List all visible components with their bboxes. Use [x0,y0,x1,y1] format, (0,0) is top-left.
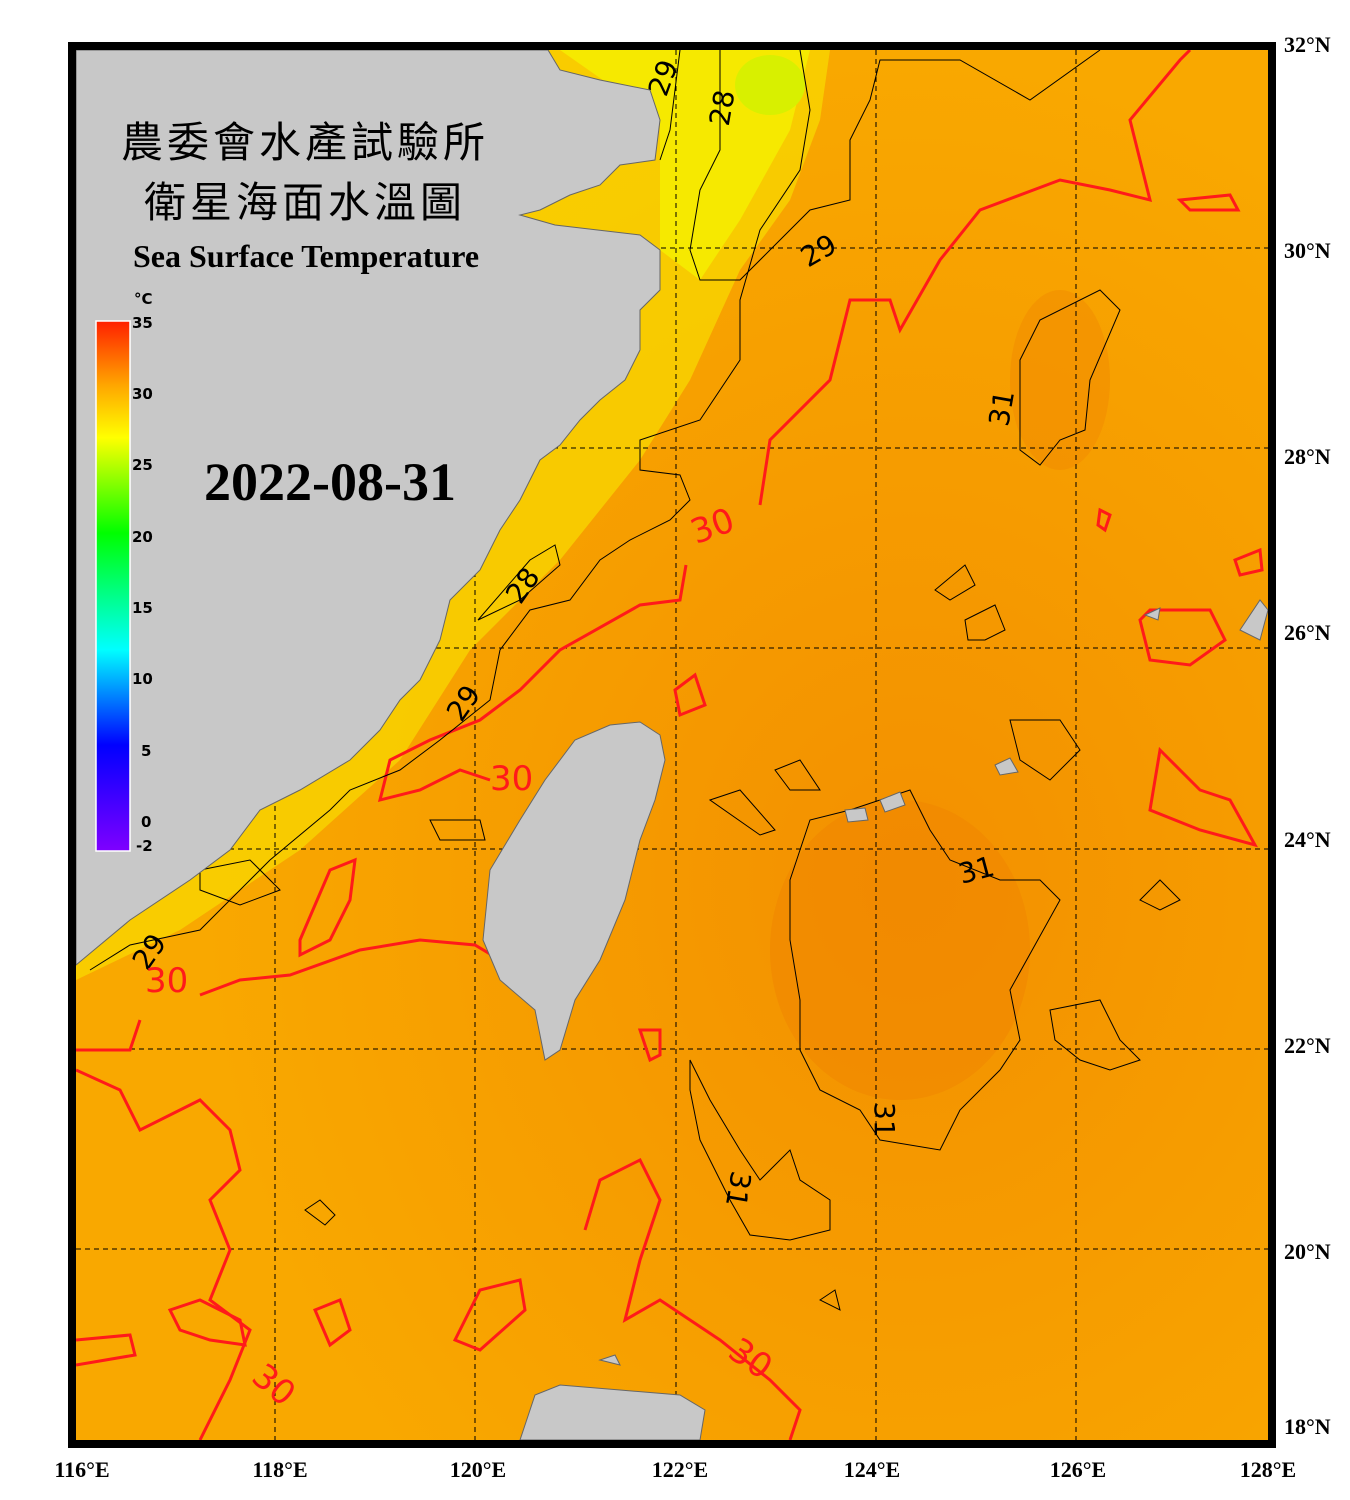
title-english: Sea Surface Temperature [133,238,479,274]
warm-core-2 [1010,290,1110,470]
colorbar-tick: 0 [141,813,151,831]
contour-label: 31 [719,1169,758,1210]
colorbar-tick: 10 [132,670,153,688]
title-chinese-line2: 衛星海面水溫圖 [144,178,466,227]
lon-label: 122°E [652,1457,708,1482]
lat-label: 24°N [1284,827,1331,852]
lat-label: 32°N [1284,32,1331,57]
lat-axis: 32°N 30°N 28°N 26°N 24°N 22°N 20°N 18°N [1284,32,1331,1439]
lon-label: 124°E [844,1457,900,1482]
colorbar-tick: 20 [132,528,153,546]
lat-label: 26°N [1284,620,1331,645]
ryukyu-island [879,791,906,813]
contour-label: 30 [145,961,188,1001]
lon-label: 128°E [1240,1457,1296,1482]
island [598,1354,621,1366]
title-chinese-line1: 農委會水產試驗所 [121,118,489,167]
lat-label: 18°N [1284,1414,1331,1439]
ryukyu-island [994,757,1019,776]
colorbar: °C 35 30 25 20 15 10 5 0 -2 [95,290,153,855]
colorbar-tick: 15 [132,599,153,617]
lat-label: 20°N [1284,1239,1331,1264]
colorbar-tick: -2 [136,837,153,855]
contour-label: 31 [982,388,1021,429]
lon-label: 116°E [54,1457,109,1482]
lon-label: 126°E [1050,1457,1106,1482]
colorbar-gradient [95,320,131,852]
china-mainland [76,50,661,966]
colorbar-tick: 25 [132,456,153,474]
lon-label: 118°E [252,1457,307,1482]
ryukyu-island [844,807,869,823]
contour-label: 30 [490,759,533,799]
cold-patch [735,55,805,115]
land [76,50,1268,1440]
island [1143,607,1161,621]
island [1239,599,1268,641]
lat-label: 22°N [1284,1033,1331,1058]
lat-label: 28°N [1284,444,1331,469]
contour-label: 31 [868,1102,901,1138]
contour-label: 28 [703,87,742,128]
lon-axis: 116°E 118°E 120°E 122°E 124°E 126°E 128°… [54,1457,1296,1482]
luzon [519,1384,706,1440]
map-frame [68,42,1276,1448]
lat-label: 30°N [1284,238,1331,263]
colorbar-tick: 30 [132,385,153,403]
contour-other [89,50,1181,1311]
colorbar-tick: 35 [132,314,153,332]
colorbar-tick: 5 [141,742,151,760]
date-label: 2022-08-31 [204,452,456,512]
taiwan [482,721,666,1061]
colorbar-unit: °C [134,290,153,308]
warm-core [770,800,1030,1100]
contour-30 [76,50,1264,1440]
lon-label: 120°E [450,1457,506,1482]
